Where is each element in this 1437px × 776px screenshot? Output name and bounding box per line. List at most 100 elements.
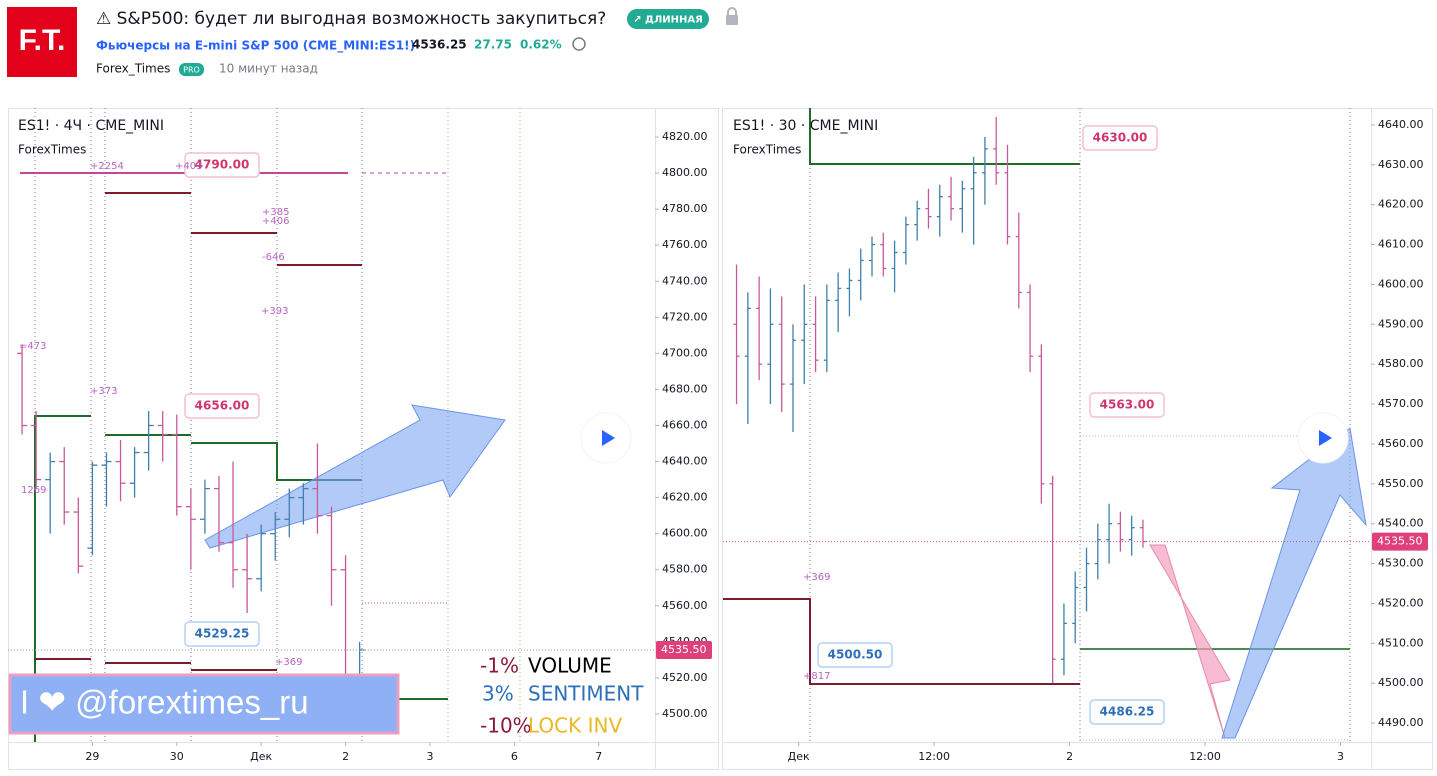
y-tick-label: 4590.00 [1378,317,1424,330]
badge: ↗ ДЛИННАЯ [633,15,703,26]
y-tick-label: 4520.00 [1378,596,1424,609]
price: 4536.25 [412,38,467,52]
price-callout-label: 4790.00 [195,158,250,172]
x-tick-label: 3 [426,750,433,763]
stat-label: VOLUME [528,654,612,678]
time-ago: 10 минут назад [219,62,318,76]
y-tick-label: 4760.00 [662,238,708,251]
price-callout [817,642,893,668]
y-tick-label: 4550.00 [1378,477,1424,490]
price-callout-label: 4563.00 [1100,398,1155,412]
levels [723,108,1350,741]
chart-title: ES1! · 4Ч · CME_MINI [18,118,164,134]
y-tick-label: 4620.00 [1378,198,1424,211]
last-price-tag [1372,532,1428,551]
y-tick-label: 4540.00 [1378,517,1424,530]
y-tick-label: 4610.00 [1378,238,1424,251]
annotation: +393 [261,306,288,317]
stat-value: -10% [480,714,532,738]
price-callout [184,152,260,178]
last-price-tag [656,640,712,659]
price-callout [184,393,260,419]
annotation: +2254 [90,161,124,172]
price-callout-label: 4529.25 [195,627,250,641]
annotation: +373 [90,386,117,397]
price-callout-label: 4630.00 [1093,131,1148,145]
price-callout-label: 4656.00 [195,399,250,413]
right-plot [723,108,1371,742]
price-callout [1089,392,1165,418]
logo-box[interactable] [7,7,77,77]
change: 27.75 [474,38,512,52]
y-tick-label: 4680.00 [662,382,708,395]
y-tick-label: 4490.00 [1378,716,1424,729]
play-icon [602,430,615,446]
y-tick-label: 4560.00 [1378,437,1424,450]
play-icon [1319,430,1332,446]
annotation: +369 [275,657,302,668]
arrow-up [1221,427,1367,739]
y-tick-label: 4570.00 [1378,397,1424,410]
x-tick-label: Дек [788,750,810,763]
y-tick-label: 4630.00 [1378,158,1424,171]
y-tick-label: 4740.00 [662,274,708,287]
annotation: +817 [803,671,830,682]
y-tick-label: 4600.00 [662,527,708,540]
annotation: =473 [19,341,46,352]
arrow-down [1149,544,1231,739]
y-tick-label: 4700.00 [662,346,708,359]
price-callout [1082,125,1158,151]
y-tick-label: 4580.00 [1378,357,1424,370]
pro-badge-bg [179,63,204,76]
y-tick-label: 4600.00 [1378,277,1424,290]
logo: F.T. [19,24,66,57]
lock-shackle [727,7,737,15]
x-tick-label: 7 [595,750,602,763]
pro-badge: PRO [183,66,200,75]
annotation: 1269 [21,485,46,496]
last-price-label: 4535.50 [1377,535,1423,548]
author[interactable]: Forex_Times [96,62,170,76]
price-callout [1089,699,1165,725]
change-pct: 0.62% [520,38,562,52]
x-tick-label: 6 [511,750,518,763]
x-tick-label: 12:00 [918,750,950,763]
stat-label: SENTIMENT [528,682,644,706]
y-tick-label: 4620.00 [662,491,708,504]
annotation: +369 [803,572,830,583]
x-tick-label: 29 [85,750,99,763]
y-tick-label: 4780.00 [662,202,708,215]
y-tick-label: 4640.00 [1378,118,1424,131]
y-tick-label: 4500.00 [1378,676,1424,689]
y-tick-label: 4580.00 [662,563,708,576]
y-tick-label: 4510.00 [1378,636,1424,649]
price-callout-label: 4500.50 [828,648,883,662]
chart-subtitle: ForexTimes [18,143,86,157]
alarm-icon[interactable] [572,37,586,51]
x-tick-label: 12:00 [1189,750,1221,763]
chart-title: ES1! · 30 · CME_MINI [733,118,878,134]
x-tick-label: 2 [1066,750,1073,763]
y-tick-label: 4640.00 [662,455,708,468]
y-tick-label: 4500.00 [662,707,708,720]
chart-subtitle: ForexTimes [733,143,801,157]
symbol[interactable]: Фьючерсы на E-mini S&P 500 (CME_MINI:ES1… [96,39,415,54]
x-tick-label: 3 [1337,750,1344,763]
idea-title: ⚠ S&P500: будет ли выгодная возможность … [96,9,606,29]
annotation: +403 [175,161,202,172]
banner-text: I ❤ @forextimes_ru [20,684,309,721]
arrow-up [204,404,506,549]
y-tick-label: 4520.00 [662,671,708,684]
annotation: -646 [262,252,285,263]
y-tick-label: 4560.00 [662,599,708,612]
annotation: +406 [262,216,289,227]
y-tick-label: 4800.00 [662,166,708,179]
y-tick-label: 4530.00 [1378,557,1424,570]
x-tick-label: 30 [170,750,184,763]
y-tick-label: 4820.00 [662,130,708,143]
stat-label: LOCK INV [528,714,622,738]
x-tick-label: 2 [342,750,349,763]
lock [726,15,738,25]
last-price-label: 4535.50 [661,643,707,656]
price-callout [184,621,260,647]
